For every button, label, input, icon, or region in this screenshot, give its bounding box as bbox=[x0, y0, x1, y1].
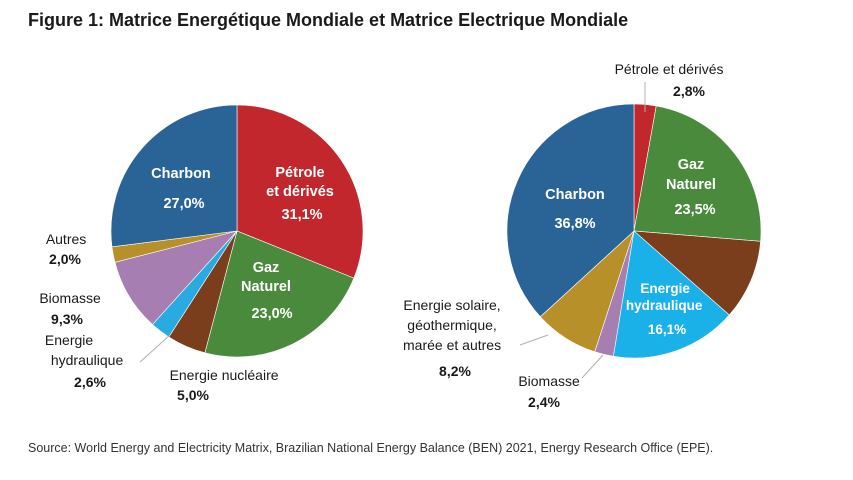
source-note: Source: World Energy and Electricity Mat… bbox=[28, 441, 714, 455]
c2-label-hydro: Energie hydraulique 16,1% bbox=[626, 281, 706, 337]
c2-label-biomasse: Biomasse 2,4% bbox=[518, 373, 583, 410]
c2-label-charbon: Charbon 36,8% bbox=[545, 187, 609, 232]
c1-label-autres: Autres 2,0% bbox=[46, 231, 90, 267]
c1-slice-6 bbox=[110, 104, 238, 248]
c1-slice-0 bbox=[236, 104, 364, 279]
c1-label-gaz: Gaz Naturel 23,0% bbox=[241, 260, 295, 322]
c1-label-biomasse: Biomasse 9,3% bbox=[39, 290, 104, 327]
c2-slice-2 bbox=[633, 230, 761, 316]
c1-slice-1 bbox=[204, 230, 355, 358]
c2-slice-6 bbox=[506, 103, 635, 318]
c1-label-hydro: Energie hydraulique 2,6% bbox=[45, 332, 127, 390]
pie-charts: Pétrole et dérivés 31,1% Gaz Naturel 23,… bbox=[39, 61, 762, 410]
pie-chart-energy-matrix bbox=[110, 104, 364, 358]
c2-label-petrole: Pétrole et dérivés 2,8% bbox=[615, 61, 728, 99]
figure-title: Figure 1: Matrice Energétique Mondiale e… bbox=[28, 10, 629, 30]
c1-label-petrole: Pétrole et dérivés 31,1% bbox=[266, 165, 338, 223]
c2-slice-1 bbox=[633, 105, 762, 242]
c2-slice-3 bbox=[613, 230, 730, 359]
c1-label-nucleaire: Energie nucléaire 5,0% bbox=[170, 367, 283, 403]
leader-lines bbox=[139, 82, 646, 379]
c1-label-charbon: Charbon 27,0% bbox=[151, 166, 215, 212]
c2-label-autres: Energie solaire, géothermique, marée et … bbox=[403, 297, 505, 379]
c2-label-gaz: Gaz Naturel 23,5% bbox=[666, 157, 720, 218]
pie-chart-electricity-matrix bbox=[506, 103, 762, 359]
